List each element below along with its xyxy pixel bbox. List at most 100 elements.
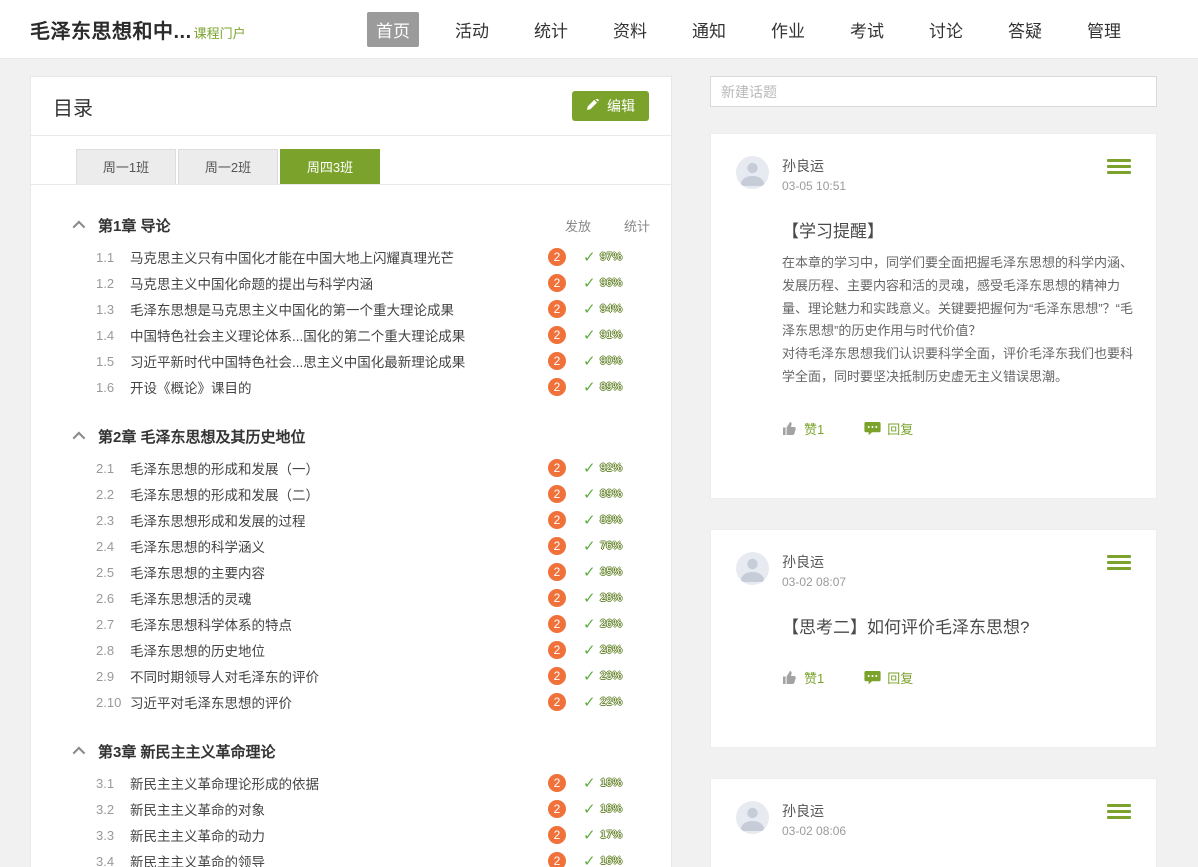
post-header: 孙良运 03-02 08:07: [736, 551, 1131, 589]
post-title[interactable]: 【思考二】如何评价毛泽东思想?: [782, 617, 1030, 637]
post-menu-icon[interactable]: [1107, 554, 1131, 573]
lesson-title[interactable]: 毛泽东思想科学体系的特点: [130, 618, 292, 633]
lesson-title[interactable]: 毛泽东思想活的灵魂: [130, 592, 252, 607]
new-topic-input[interactable]: [710, 76, 1157, 107]
count-badge[interactable]: 2: [548, 693, 566, 711]
count-badge[interactable]: 2: [548, 248, 566, 266]
post-header: 孙良运 03-02 08:06: [736, 800, 1131, 838]
lesson-title[interactable]: 毛泽东思想的形成和发展（二）: [130, 488, 319, 503]
check-icon: ✓: [583, 564, 596, 581]
nav-item-统计[interactable]: 统计: [534, 21, 568, 41]
lesson-flags: 2 ✓: [545, 537, 611, 555]
lesson-flags: 2 ✓: [545, 459, 611, 477]
nav-item-作业[interactable]: 作业: [771, 21, 805, 41]
post-title[interactable]: 【思考一】毛泽东的思想是否等同于 ...: [782, 862, 1131, 867]
lesson-number: 1.5: [96, 353, 115, 369]
lesson-title[interactable]: 习近平对毛泽东思想的评价: [130, 696, 292, 711]
lesson-title[interactable]: 开设《概论》课目的: [130, 381, 252, 396]
lesson-title[interactable]: 毛泽东思想的形成和发展（一）: [130, 462, 319, 477]
count-badge[interactable]: 2: [548, 378, 566, 396]
count-badge[interactable]: 2: [548, 352, 566, 370]
count-badge[interactable]: 2: [548, 563, 566, 581]
class-tab-周一2班[interactable]: 周一2班: [178, 149, 278, 184]
count-badge[interactable]: 2: [548, 459, 566, 477]
nav-item-答疑[interactable]: 答疑: [1008, 21, 1042, 41]
count-badge[interactable]: 2: [548, 774, 566, 792]
count-badge[interactable]: 2: [548, 800, 566, 818]
lesson-title[interactable]: 新民主主义革命的动力: [130, 829, 265, 844]
chapter-header: 第3章 新民主主义革命理论: [31, 737, 663, 770]
chapter-title: 第3章 新民主主义革命理论: [98, 744, 276, 761]
chapter-section: 第1章 导论发放统计1.1马克思主义只有中国化才能在中国大地上闪耀真理光芒2✓9…: [31, 211, 663, 400]
lesson-title[interactable]: 习近平新时代中国特色社会...思主义中国化最新理论成果: [130, 355, 466, 370]
nav-item-讨论[interactable]: 讨论: [929, 21, 963, 41]
count-badge[interactable]: 2: [548, 485, 566, 503]
count-badge[interactable]: 2: [548, 852, 566, 867]
lesson-flags: 2 ✓: [545, 326, 611, 344]
collapse-chevron-icon[interactable]: [72, 220, 86, 234]
person-icon: [740, 807, 765, 831]
check-icon: ✓: [583, 853, 596, 867]
count-badge[interactable]: 2: [548, 300, 566, 318]
chapter-header: 第1章 导论 发放 统计: [31, 211, 663, 244]
lesson-title[interactable]: 毛泽东思想的主要内容: [130, 566, 265, 581]
nav-item-考试[interactable]: 考试: [850, 21, 884, 41]
count-badge[interactable]: 2: [548, 511, 566, 529]
lesson-flags: 2 ✓: [545, 300, 611, 318]
class-tab-周四3班[interactable]: 周四3班: [280, 149, 380, 184]
nav-item-通知[interactable]: 通知: [692, 21, 726, 41]
reply-button[interactable]: 回复: [864, 668, 913, 687]
count-badge[interactable]: 2: [548, 537, 566, 555]
lesson-flags: 2 ✓: [545, 615, 611, 633]
reply-button[interactable]: 回复: [864, 419, 913, 438]
post-title[interactable]: 【学习提醒】: [782, 222, 884, 241]
count-badge[interactable]: 2: [548, 641, 566, 659]
nav-item-活动[interactable]: 活动: [455, 21, 489, 41]
count-badge[interactable]: 2: [548, 667, 566, 685]
lesson-number: 1.3: [96, 301, 115, 317]
collapse-chevron-icon[interactable]: [72, 431, 86, 445]
post-author: 孙良运: [782, 158, 824, 174]
like-button[interactable]: 赞1: [782, 419, 824, 438]
lesson-title[interactable]: 新民主主义革命的领导: [130, 855, 265, 867]
lesson-title[interactable]: 马克思主义中国化命题的提出与科学内涵: [130, 277, 373, 292]
lesson-title[interactable]: 毛泽东思想的科学涵义: [130, 540, 265, 555]
collapse-chevron-icon[interactable]: [72, 746, 86, 760]
like-button[interactable]: 赞1: [782, 668, 824, 687]
lesson-title[interactable]: 毛泽东思想是马克思主义中国化的第一个重大理论成果: [130, 303, 454, 318]
post-card: 孙良运 03-02 08:06 【思考一】毛泽东的思想是否等同于 ...: [710, 777, 1157, 867]
post-list: 孙良运 03-05 10:51 【学习提醒】 在本章的学习中，同学们要全面把握毛泽东思…: [710, 133, 1157, 867]
count-badge[interactable]: 2: [548, 274, 566, 292]
nav-item-首页[interactable]: 首页: [367, 11, 419, 47]
post-menu-icon[interactable]: [1107, 803, 1131, 822]
course-portal-link[interactable]: 课程门户: [193, 25, 246, 41]
lesson-title[interactable]: 新民主主义革命理论形成的依据: [130, 777, 319, 792]
lesson-title[interactable]: 马克思主义只有中国化才能在中国大地上闪耀真理光芒: [130, 251, 454, 266]
lesson-title[interactable]: 不同时期领导人对毛泽东的评价: [130, 670, 319, 685]
course-title: 毛泽东思想和中...: [30, 20, 192, 43]
count-badge[interactable]: 2: [548, 326, 566, 344]
nav-item-管理[interactable]: 管理: [1087, 21, 1121, 41]
edit-button[interactable]: 编辑: [572, 91, 649, 121]
post-body: 在本章的学习中，同学们要全面把握毛泽东思想的科学内涵、发展历程、主要内容和活的灵…: [782, 252, 1142, 389]
count-badge[interactable]: 2: [548, 826, 566, 844]
lesson-title[interactable]: 新民主主义革命的对象: [130, 803, 265, 818]
like-label: 赞1: [804, 670, 825, 686]
check-icon: ✓: [583, 460, 596, 477]
lesson-title[interactable]: 中国特色社会主义理论体系...国化的第二个重大理论成果: [130, 329, 466, 344]
count-badge[interactable]: 2: [548, 589, 566, 607]
lesson-title[interactable]: 毛泽东思想的历史地位: [130, 644, 265, 659]
nav-item-资料[interactable]: 资料: [613, 21, 647, 41]
post-menu-icon[interactable]: [1107, 159, 1131, 177]
class-tab-周一1班[interactable]: 周一1班: [76, 149, 176, 184]
lesson-title[interactable]: 毛泽东思想形成和发展的过程: [130, 514, 306, 529]
count-badge[interactable]: 2: [548, 615, 566, 633]
